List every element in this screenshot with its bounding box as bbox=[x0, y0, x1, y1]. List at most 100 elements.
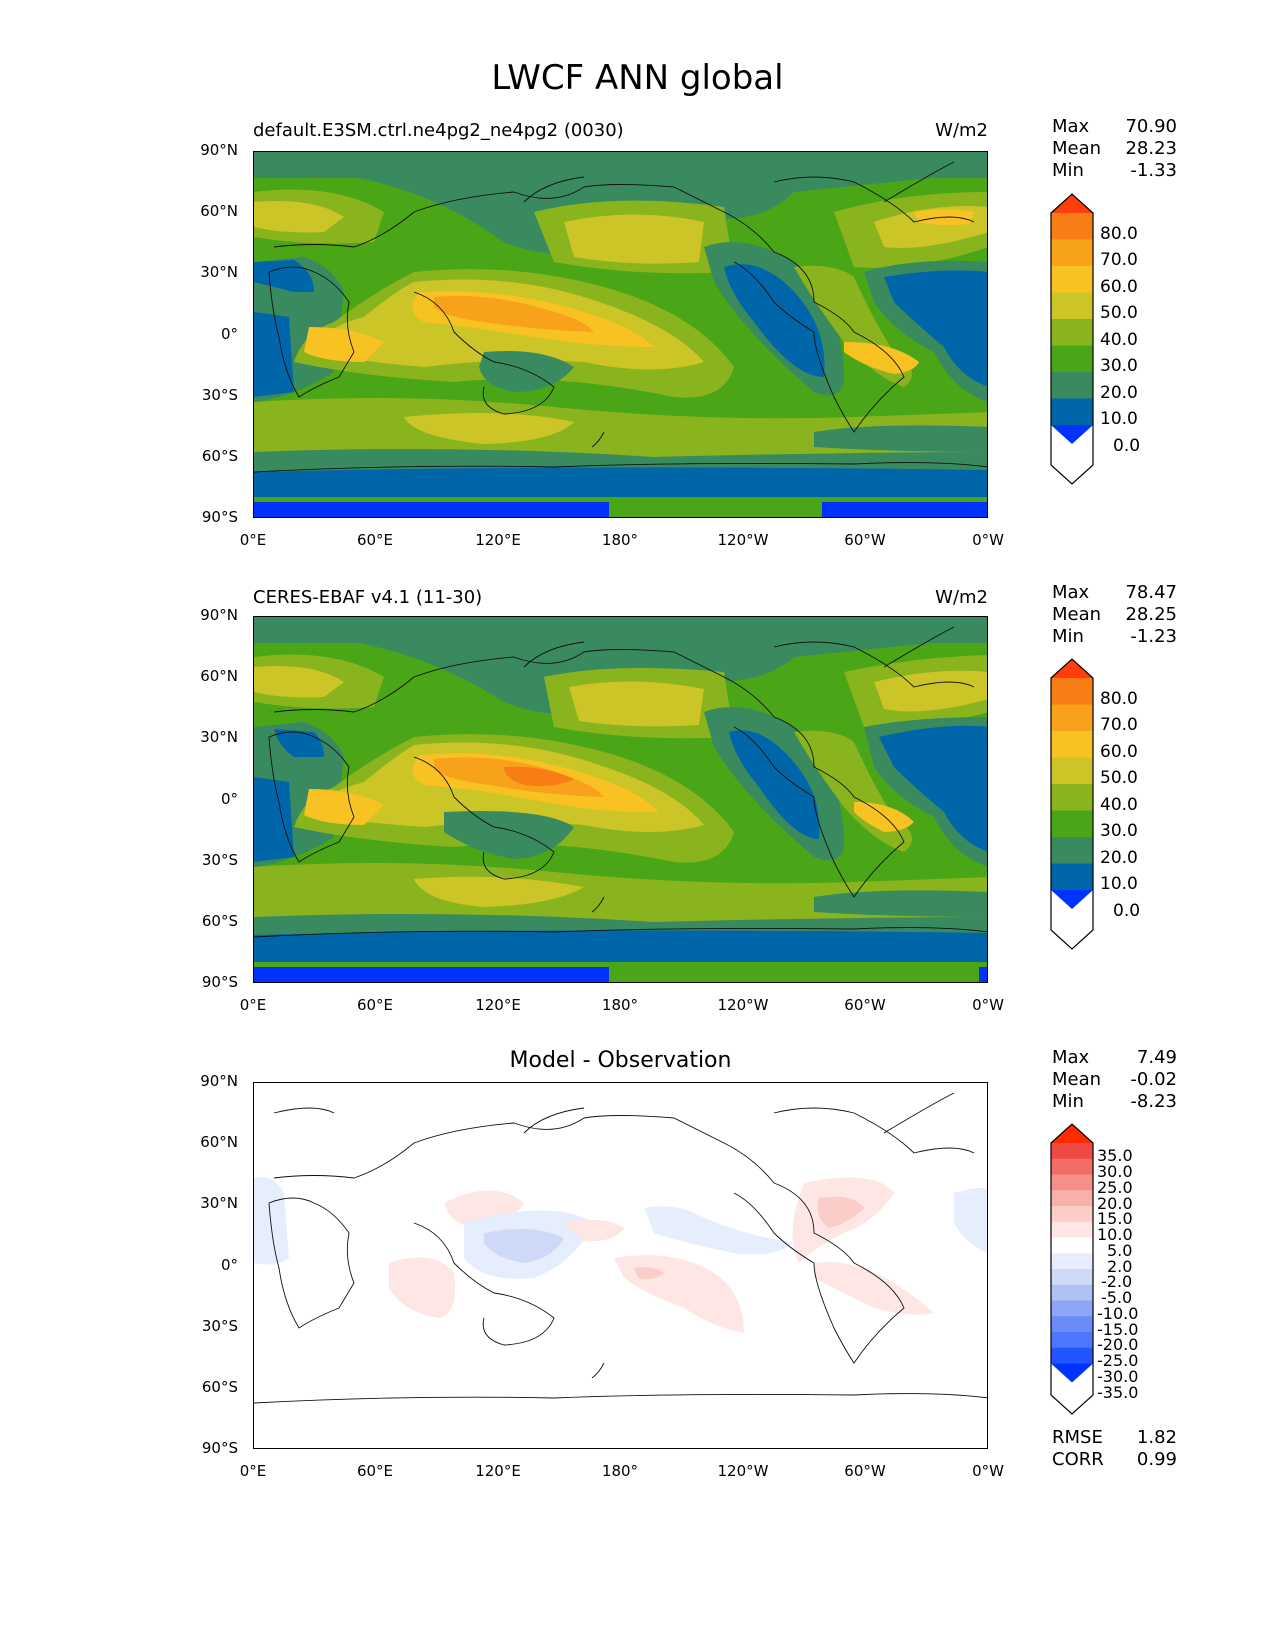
colorbar-band bbox=[1051, 266, 1093, 293]
lat-tick: 0° bbox=[220, 325, 238, 343]
colorbar-difference bbox=[1050, 1123, 1094, 1415]
lat-tick: 60°N bbox=[200, 1133, 238, 1151]
colorbar-band bbox=[1051, 704, 1093, 732]
colorbar-label: 80.0 bbox=[1100, 224, 1138, 244]
colorbar-label: 20.0 bbox=[1100, 848, 1138, 868]
stat-mean: 28.23 bbox=[1125, 138, 1177, 159]
lat-tick: 90°S bbox=[201, 1439, 238, 1457]
lat-tick: 30°N bbox=[200, 1194, 238, 1212]
lon-tick: 120°W bbox=[717, 996, 769, 1014]
lat-tick: 90°N bbox=[200, 606, 238, 624]
stat-label: Mean bbox=[1052, 138, 1102, 159]
lon-tick: 0°W bbox=[972, 1462, 1004, 1480]
stat-label: Mean bbox=[1052, 1069, 1102, 1090]
lon-tick: 180° bbox=[601, 996, 639, 1014]
lon-tick: 60°W bbox=[844, 531, 886, 549]
colorbar-extend-max bbox=[1051, 194, 1093, 213]
colorbar-band bbox=[1051, 239, 1093, 267]
rmse-value: 1.82 bbox=[1136, 1427, 1177, 1448]
colorbar-label: -35.0 bbox=[1097, 1383, 1139, 1402]
colorbar-band bbox=[1051, 837, 1093, 864]
stat-min: -1.33 bbox=[1130, 160, 1177, 181]
lon-tick: 180° bbox=[601, 531, 639, 549]
colorbar-label: 30.0 bbox=[1100, 821, 1138, 841]
colorbar-label: 20.0 bbox=[1097, 1194, 1133, 1213]
figure-title: LWCF ANN global bbox=[491, 58, 784, 98]
colorbar-label: 10.0 bbox=[1097, 1225, 1133, 1244]
stat-label: Max bbox=[1052, 1047, 1090, 1068]
rmse-label: RMSE bbox=[1052, 1427, 1103, 1448]
panel-units: W/m2 bbox=[935, 120, 988, 141]
map-difference-field bbox=[254, 1083, 987, 1448]
lon-tick: 120°W bbox=[717, 531, 769, 549]
colorbar-label: 2.0 bbox=[1107, 1257, 1133, 1276]
corr-label: CORR bbox=[1052, 1449, 1104, 1470]
colorbar-band bbox=[1051, 1269, 1093, 1286]
colorbar-label: -20.0 bbox=[1097, 1335, 1139, 1354]
lat-tick: 30°N bbox=[200, 263, 238, 281]
panel-title-center: Model - Observation bbox=[509, 1048, 732, 1073]
colorbar-band bbox=[1051, 345, 1093, 373]
panel-units: W/m2 bbox=[935, 587, 988, 608]
colorbar-label: 50.0 bbox=[1100, 303, 1138, 323]
colorbar-label: -30.0 bbox=[1097, 1367, 1139, 1386]
lon-tick: 120°E bbox=[475, 1462, 521, 1480]
colorbar-extend-max bbox=[1051, 1124, 1093, 1143]
colorbar-band bbox=[1051, 372, 1093, 399]
colorbar-band bbox=[1051, 1206, 1093, 1223]
colorbar-label: 60.0 bbox=[1100, 277, 1138, 297]
colorbar-band bbox=[1051, 1221, 1093, 1238]
colorbar-band bbox=[1051, 1253, 1093, 1270]
colorbar-band bbox=[1051, 1332, 1093, 1349]
lat-tick: 30°N bbox=[200, 728, 238, 746]
colorbar-model bbox=[1050, 193, 1094, 485]
colorbar-band bbox=[1051, 1190, 1093, 1207]
colorbar-band bbox=[1051, 398, 1093, 426]
colorbar-band bbox=[1051, 319, 1093, 346]
colorbar-label: 70.0 bbox=[1100, 715, 1138, 735]
stat-label: Min bbox=[1052, 1091, 1084, 1112]
map-model bbox=[253, 151, 988, 518]
lon-tick: 180° bbox=[601, 1462, 639, 1480]
stat-label: Max bbox=[1052, 116, 1090, 137]
colorbar-label: -25.0 bbox=[1097, 1351, 1139, 1370]
lon-tick: 0°E bbox=[239, 996, 267, 1014]
colorbar-band bbox=[1051, 1316, 1093, 1333]
colorbar-label: 50.0 bbox=[1100, 768, 1138, 788]
colorbar-extend-min bbox=[1051, 1363, 1093, 1383]
colorbar-band bbox=[1051, 1174, 1093, 1191]
stats-model: Max 70.90 Mean 28.23 Min -1.33 bbox=[1052, 116, 1177, 182]
lon-tick: 0°E bbox=[239, 1462, 267, 1480]
colorbar-label: 80.0 bbox=[1100, 689, 1138, 709]
colorbar-label: 0.0 bbox=[1113, 901, 1141, 921]
colorbar-extend-min bbox=[1051, 425, 1093, 444]
lat-tick: 60°S bbox=[201, 447, 238, 465]
colorbar-band bbox=[1051, 1300, 1093, 1317]
map-observation bbox=[253, 616, 988, 983]
colorbar-label: 5.0 bbox=[1107, 1241, 1133, 1260]
colorbar-band bbox=[1051, 863, 1093, 891]
lon-tick: 120°W bbox=[717, 1462, 769, 1480]
colorbar-label: 60.0 bbox=[1100, 742, 1138, 762]
colorbar-label: -15.0 bbox=[1097, 1320, 1139, 1339]
lon-tick: 60°E bbox=[356, 531, 394, 549]
lat-tick: 60°S bbox=[201, 912, 238, 930]
lat-tick: 90°S bbox=[201, 508, 238, 526]
colorbar-label: 70.0 bbox=[1100, 250, 1138, 270]
lat-tick: 60°S bbox=[201, 1378, 238, 1396]
stat-max: 70.90 bbox=[1125, 116, 1177, 137]
lat-tick: 0° bbox=[220, 1256, 238, 1274]
corr-value: 0.99 bbox=[1136, 1449, 1177, 1470]
stats-difference: Max 7.49 Mean -0.02 Min -8.23 bbox=[1052, 1047, 1177, 1113]
stats-observation: Max 78.47 Mean 28.25 Min -1.23 bbox=[1052, 582, 1177, 648]
colorbar-extend-min bbox=[1051, 890, 1093, 909]
panel-title-left: CERES-EBAF v4.1 (11-30) bbox=[253, 587, 483, 608]
lon-tick: 60°W bbox=[844, 1462, 886, 1480]
lon-tick: 0°W bbox=[972, 996, 1004, 1014]
lon-tick: 120°E bbox=[475, 531, 521, 549]
colorbar-band bbox=[1051, 757, 1093, 785]
lon-tick: 60°E bbox=[356, 1462, 394, 1480]
colorbar-extend-max bbox=[1051, 659, 1093, 678]
stat-label: Mean bbox=[1052, 604, 1102, 625]
stat-label: Min bbox=[1052, 626, 1084, 647]
